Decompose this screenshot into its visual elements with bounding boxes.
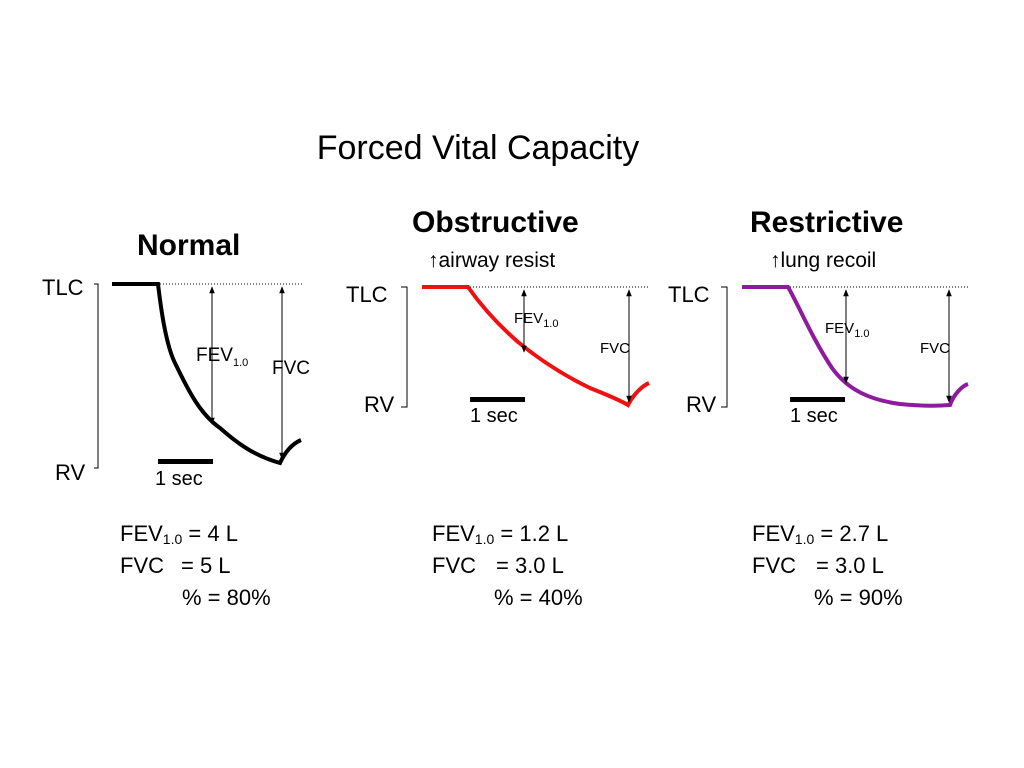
obstructive-subtitle: ↑airway resist bbox=[428, 249, 556, 272]
normal-fev-row: FEV1.0 = 4 L bbox=[120, 521, 238, 547]
normal-fvc-row: FVC = 5 L bbox=[120, 553, 231, 578]
normal-percent-row: % = 80% bbox=[182, 585, 271, 610]
normal-one-second-bar bbox=[158, 459, 213, 464]
obstructive-stats: FEV1.0 = 1.2 L FVC = 3.0 L % = 40% bbox=[432, 518, 583, 614]
normal-time-label: 1 sec bbox=[155, 468, 203, 490]
obstructive-tlc-label: TLC bbox=[346, 282, 388, 307]
normal-stats: FEV1.0 = 4 L FVC = 5 L % = 80% bbox=[120, 518, 271, 614]
up-arrow-icon: ↑ bbox=[428, 249, 439, 272]
obstructive-fev-row: FEV1.0 = 1.2 L bbox=[432, 521, 569, 547]
normal-title: Normal bbox=[137, 229, 241, 262]
restrictive-tlc-label: TLC bbox=[668, 282, 710, 307]
restrictive-curve bbox=[742, 285, 969, 408]
page-title: Forced Vital Capacity bbox=[316, 129, 640, 167]
obstructive-rv-label: RV bbox=[364, 392, 395, 417]
obstructive-percent-row: % = 40% bbox=[494, 585, 583, 610]
obstructive-title: Obstructive bbox=[412, 206, 579, 239]
obstructive-time-label: 1 sec bbox=[470, 405, 518, 427]
restrictive-stats: FEV1.0 = 2.7 L FVC = 3.0 L % = 90% bbox=[752, 518, 903, 614]
obstructive-volume-bracket bbox=[401, 286, 408, 408]
restrictive-fev-label: FEV1.0 bbox=[825, 320, 870, 340]
up-arrow-icon: ↑ bbox=[770, 249, 781, 272]
restrictive-fev-row: FEV1.0 = 2.7 L bbox=[752, 521, 889, 547]
restrictive-volume-bracket bbox=[721, 286, 728, 408]
obstructive-fvc-label: FVC bbox=[600, 340, 630, 357]
normal-volume-bracket bbox=[94, 283, 99, 469]
obstructive-fvc-row: FVC = 3.0 L bbox=[432, 553, 564, 578]
restrictive-rv-label: RV bbox=[686, 392, 717, 417]
restrictive-one-second-bar bbox=[790, 397, 845, 402]
restrictive-title: Restrictive bbox=[750, 206, 904, 239]
restrictive-percent-row: % = 90% bbox=[814, 585, 903, 610]
obstructive-one-second-bar bbox=[470, 397, 525, 402]
restrictive-time-label: 1 sec bbox=[790, 405, 838, 427]
normal-fvc-label: FVC bbox=[272, 358, 310, 379]
normal-rv-label: RV bbox=[55, 460, 86, 485]
restrictive-fvc-row: FVC = 3.0 L bbox=[752, 553, 884, 578]
normal-fev-label: FEV1.0 bbox=[196, 345, 249, 369]
restrictive-fvc-label: FVC bbox=[920, 340, 950, 357]
obstructive-fev-label: FEV1.0 bbox=[514, 310, 559, 330]
normal-tlc-label: TLC bbox=[42, 275, 84, 300]
restrictive-subtitle: ↑lung recoil bbox=[770, 249, 877, 272]
